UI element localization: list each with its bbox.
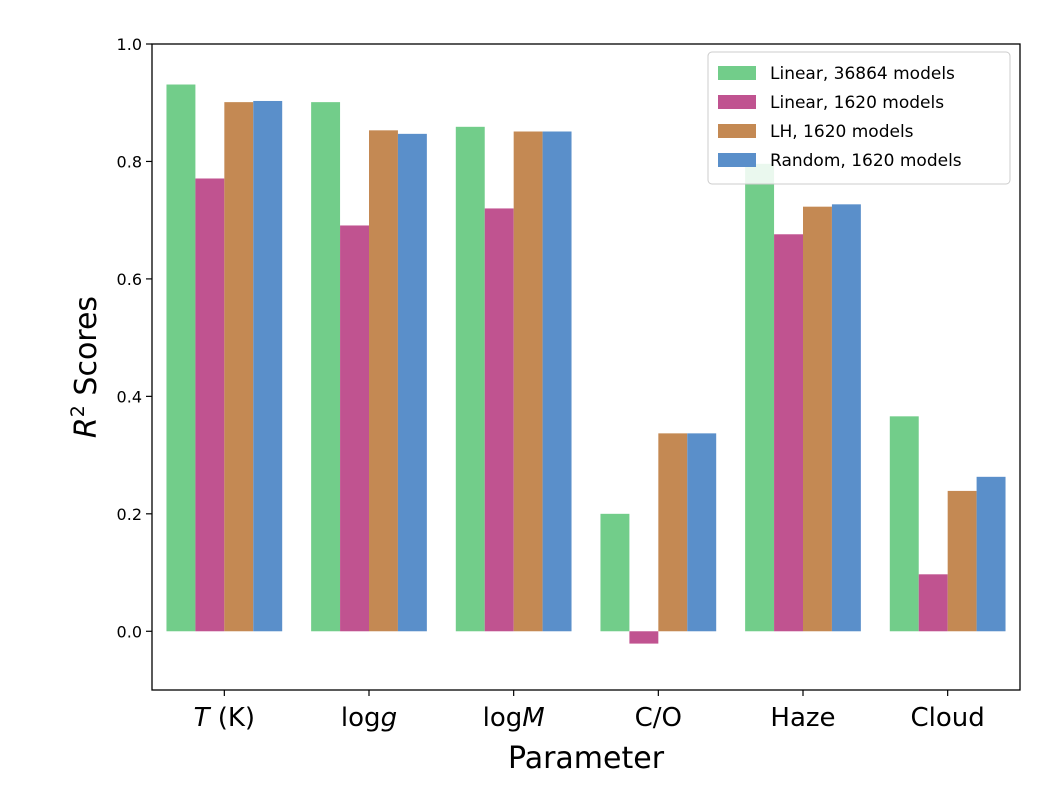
bar-2-6 — [918, 574, 948, 632]
legend-label-1: Linear, 36864 models — [770, 64, 955, 84]
x-tick-label-part: Cloud — [911, 703, 985, 733]
bar-4-6 — [976, 476, 1006, 632]
x-tick-label: logM — [483, 703, 545, 733]
bar-1-4 — [600, 513, 630, 632]
bar-4-4 — [687, 433, 717, 632]
x-axis: T (K) logg logM C/O Haze Cloud — [194, 690, 985, 733]
x-tick-label: logg — [341, 703, 397, 733]
bar-2-2 — [340, 225, 369, 632]
y-axis-title-var: R — [69, 417, 104, 438]
legend: Linear, 36864 models Linear, 1620 models L… — [707, 51, 1011, 185]
bar-3-3 — [513, 131, 543, 632]
bar-4-5 — [831, 204, 861, 632]
bar-2-3 — [484, 208, 514, 632]
bar-3-2 — [369, 130, 398, 632]
x-tick-label: T (K) — [194, 703, 256, 733]
y-axis: 0.0 0.2 0.4 0.6 0.8 1.0 — [117, 35, 152, 641]
legend-swatch-1 — [718, 66, 756, 80]
bar-1-2 — [311, 102, 341, 632]
bars-group — [166, 84, 1006, 644]
y-tick-label: 0.8 — [117, 152, 142, 171]
bar-3-5 — [803, 206, 832, 632]
bar-2-4 — [629, 631, 659, 644]
y-tick-label: 0.4 — [117, 387, 142, 406]
bar-4-3 — [542, 131, 572, 632]
bar-1-3 — [455, 126, 485, 632]
y-axis-title-rest: Scores — [69, 296, 104, 405]
legend-box — [707, 51, 1011, 185]
bar-3-1 — [224, 102, 254, 632]
legend-swatch-3 — [718, 124, 756, 138]
x-tick-label-part: log — [483, 703, 523, 733]
legend-swatch-2 — [718, 95, 756, 109]
bar-2-1 — [195, 178, 225, 632]
x-tick-label-part: C/O — [635, 703, 682, 733]
x-tick-label: Haze — [770, 703, 835, 733]
y-axis-title-sup: 2 — [67, 405, 89, 417]
bar-4-2 — [397, 133, 427, 632]
y-tick-label: 0.6 — [117, 270, 142, 289]
y-tick-label: 1.0 — [117, 35, 142, 54]
bar-3-6 — [947, 490, 977, 632]
bar-1-5 — [745, 163, 775, 632]
x-tick-label-part: M — [522, 703, 544, 733]
x-tick-label-part: T — [194, 703, 212, 733]
bar-2-5 — [774, 234, 803, 632]
bar-1-1 — [166, 84, 196, 632]
legend-swatch-4 — [718, 153, 756, 167]
x-tick-label-part: (K) — [209, 703, 255, 733]
bar-3-4 — [658, 433, 688, 632]
y-tick-label: 0.2 — [117, 505, 142, 524]
x-tick-label: C/O — [635, 703, 682, 733]
bar-4-1 — [253, 100, 283, 632]
legend-label-3: LH, 1620 models — [770, 122, 914, 142]
x-tick-label: Cloud — [911, 703, 985, 733]
x-tick-label-part: g — [381, 703, 398, 733]
legend-label-2: Linear, 1620 models — [770, 93, 944, 113]
bar-1-6 — [889, 416, 919, 632]
x-tick-label-part: log — [341, 703, 381, 733]
x-axis-title: Parameter — [508, 741, 665, 776]
plot-frame — [151, 43, 1021, 691]
x-tick-label-part: Haze — [770, 703, 835, 733]
legend-label-4: Random, 1620 models — [770, 151, 962, 171]
y-tick-label: 0.0 — [117, 622, 142, 641]
y-axis-title: R2 Scores — [67, 296, 104, 438]
